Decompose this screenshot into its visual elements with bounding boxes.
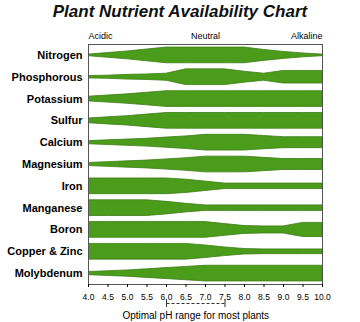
svg-text:Iron: Iron [62, 180, 83, 192]
svg-text:Nitrogen: Nitrogen [37, 49, 83, 61]
svg-text:Sulfur: Sulfur [51, 114, 83, 126]
svg-text:Potassium: Potassium [27, 93, 83, 105]
svg-text:Calcium: Calcium [40, 136, 83, 148]
svg-text:6.0: 6.0 [160, 291, 173, 302]
svg-text:6.5: 6.5 [180, 292, 192, 302]
svg-text:7.0: 7.0 [200, 292, 212, 302]
svg-text:Alkaline: Alkaline [291, 31, 323, 41]
svg-text:9.5: 9.5 [297, 292, 309, 302]
svg-text:5.5: 5.5 [141, 292, 153, 302]
svg-text:Boron: Boron [50, 223, 83, 235]
svg-text:Acidic: Acidic [89, 31, 114, 41]
svg-text:10.0: 10.0 [314, 292, 331, 302]
svg-text:8.0: 8.0 [239, 292, 251, 302]
svg-text:9.0: 9.0 [278, 292, 290, 302]
svg-text:Optimal pH range for most plan: Optimal pH range for most plants [122, 310, 269, 321]
svg-text:5.0: 5.0 [122, 292, 134, 302]
svg-text:4.5: 4.5 [102, 292, 114, 302]
svg-text:8.5: 8.5 [258, 292, 270, 302]
html-text:Plant Nutrient Availability Ch: Plant Nutrient Availability Chart [52, 2, 308, 21]
svg-text:Manganese: Manganese [23, 202, 83, 214]
svg-text:Molybdenum: Molybdenum [15, 267, 83, 279]
svg-text:4.0: 4.0 [83, 292, 95, 302]
svg-text:Copper & Zinc: Copper & Zinc [7, 245, 82, 257]
svg-text:7.5: 7.5 [219, 291, 231, 302]
svg-text:Magnesium: Magnesium [22, 158, 83, 170]
svg-text:Phosphorous: Phosphorous [12, 71, 83, 83]
svg-text:Neutral: Neutral [191, 31, 220, 41]
